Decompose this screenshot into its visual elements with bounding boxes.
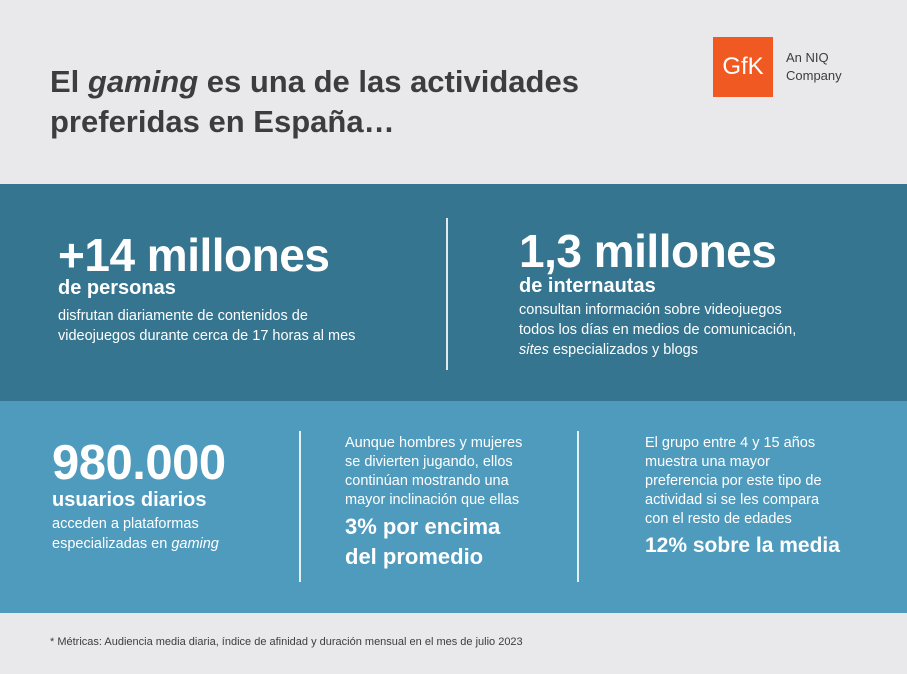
- stat-subtitle: de personas: [58, 277, 176, 299]
- gfk-logo: GfK: [713, 37, 773, 97]
- stat-personas: +14 millones de personas disfrutan diari…: [58, 228, 355, 346]
- divider: [299, 431, 301, 582]
- stat-highlight: 12% sobre la media: [645, 534, 840, 557]
- desc-line: El grupo entre 4 y 15 años: [645, 435, 816, 451]
- stats-band-top: [0, 184, 907, 401]
- desc-line: muestra una mayor: [645, 454, 770, 470]
- title-text-start: El: [50, 64, 88, 99]
- desc-line: actividad si se les compara: [645, 492, 820, 508]
- stat-subtitle: usuarios diarios: [52, 489, 207, 511]
- desc-text: especializadas en: [52, 536, 172, 552]
- stat-grupo-edad: El grupo entre 4 y 15 años muestra una m…: [645, 434, 840, 561]
- logo-subtitle-line: Company: [786, 68, 842, 83]
- desc-line: continúan mostrando una: [345, 473, 509, 489]
- desc-line: con el resto de edades: [645, 511, 792, 527]
- desc-emphasis: sites: [519, 342, 549, 358]
- header: El gaming es una de las actividades pref…: [0, 0, 907, 184]
- logo-subtitle-line: An NIQ: [786, 50, 829, 65]
- desc-line: especializadas en gaming: [52, 534, 226, 554]
- highlight-line: del promedio: [345, 544, 484, 569]
- footer-note: * Métricas: Audiencia media diaria, índi…: [50, 636, 523, 648]
- logo-text: GfK: [722, 53, 764, 80]
- divider: [446, 218, 448, 370]
- page-title: El gaming es una de las actividades pref…: [50, 62, 670, 142]
- highlight-line: 3% por encima: [345, 514, 501, 539]
- stat-description: acceden a plataformas especializadas en …: [52, 514, 226, 554]
- divider: [577, 431, 579, 582]
- desc-line: consultan información sobre videojuegos: [519, 302, 782, 318]
- stat-description: El grupo entre 4 y 15 años muestra una m…: [645, 434, 840, 529]
- desc-emphasis: gaming: [171, 536, 219, 552]
- stat-big-number: 1,3 millones: [519, 225, 777, 277]
- title-emphasis: gaming: [87, 64, 199, 99]
- desc-line: acceden a plataformas: [52, 516, 199, 532]
- desc-line: preferencia por este tipo de: [645, 473, 822, 489]
- stat-description: Aunque hombres y mujeres se divierten ju…: [345, 434, 522, 510]
- desc-line: disfrutan diariamente de contenidos de: [58, 308, 308, 324]
- desc-line: sites especializados y blogs: [519, 340, 796, 360]
- stat-description: disfrutan diariamente de contenidos de v…: [58, 306, 355, 346]
- desc-line: todos los días en medios de comunicación…: [519, 322, 797, 338]
- stat-subtitle: de internautas: [519, 275, 656, 297]
- stat-highlight: 3% por encima del promedio: [345, 512, 522, 572]
- desc-text: especializados y blogs: [548, 342, 698, 358]
- stat-usuarios: 980.000 usuarios diarios acceden a plata…: [52, 436, 226, 554]
- stat-hombres-mujeres: Aunque hombres y mujeres se divierten ju…: [345, 434, 522, 572]
- stat-big-number: 980.000: [52, 436, 226, 490]
- desc-line: videojuegos durante cerca de 17 horas al…: [58, 328, 356, 344]
- desc-line: Aunque hombres y mujeres: [345, 435, 523, 451]
- desc-line: se divierten jugando, ellos: [345, 454, 513, 470]
- desc-line: mayor inclinación que ellas: [345, 492, 520, 508]
- title-text-end: es una de las actividades preferidas en …: [50, 64, 579, 139]
- stat-big-number: +14 millones: [58, 229, 330, 281]
- stats-band-bottom: [0, 401, 907, 613]
- stat-internautas: 1,3 millones de internautas consultan in…: [519, 224, 796, 360]
- logo-subtitle: An NIQ Company: [786, 49, 886, 85]
- stat-description: consultan información sobre videojuegos …: [519, 300, 796, 360]
